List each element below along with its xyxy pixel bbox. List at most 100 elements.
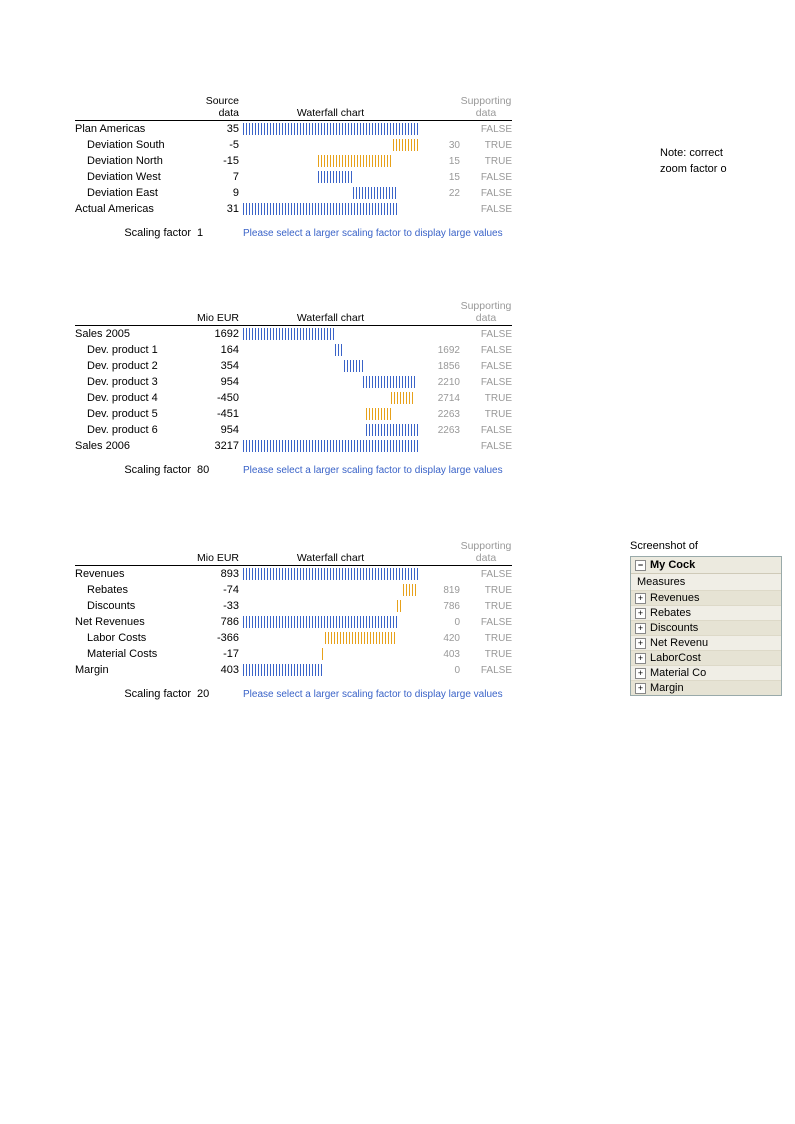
supporting-value: 819 (418, 582, 460, 598)
row-value: -74 (197, 582, 243, 598)
row-value: -15 (197, 153, 243, 169)
supporting-value: 22 (418, 185, 460, 201)
table-row: Dev. product 5-4512263TRUE (75, 406, 512, 422)
row-label: Rebates (75, 582, 197, 598)
table-row: Dev. product 23541856FALSE (75, 358, 512, 374)
header-chart: Waterfall chart (243, 540, 418, 566)
side-screenshot-heading: Screenshot of (630, 540, 795, 552)
supporting-flag: TRUE (460, 582, 512, 598)
row-label: Sales 2006 (75, 438, 197, 454)
measures-item[interactable]: + Rebates (631, 605, 781, 620)
measures-item-label: Revenues (650, 592, 700, 604)
row-label: Actual Americas (75, 201, 197, 217)
supporting-value: 0 (418, 614, 460, 630)
measures-item[interactable]: +LaborCost (631, 650, 781, 665)
row-value: 893 (197, 566, 243, 583)
waterfall-bar-cell (243, 170, 418, 184)
table-row: Dev. product 11641692FALSE (75, 342, 512, 358)
waterfall-bar (403, 584, 418, 596)
expand-icon[interactable]: + (635, 623, 646, 634)
waterfall-bar (366, 424, 418, 436)
row-label: Revenues (75, 566, 197, 583)
table-row: Margin4030FALSE (75, 662, 512, 678)
row-label: Dev. product 4 (75, 390, 197, 406)
supporting-value: 420 (418, 630, 460, 646)
row-value: -451 (197, 406, 243, 422)
expand-icon[interactable]: + (635, 668, 646, 679)
supporting-value: 30 (418, 137, 460, 153)
waterfall-table: Mio EURWaterfall chartSupporting dataRev… (75, 540, 512, 700)
row-value: 164 (197, 342, 243, 358)
supporting-flag: FALSE (460, 169, 512, 185)
measures-item[interactable]: +Material Co (631, 665, 781, 680)
table-row: Deviation East922FALSE (75, 185, 512, 201)
waterfall-bar (243, 440, 418, 452)
row-value: -17 (197, 646, 243, 662)
row-label: Labor Costs (75, 630, 197, 646)
row-value: 1692 (197, 326, 243, 343)
waterfall-bar (318, 155, 393, 167)
row-label: Dev. product 2 (75, 358, 197, 374)
measures-item-label: Rebates (650, 607, 691, 619)
supporting-flag: FALSE (460, 438, 512, 454)
supporting-value (418, 326, 460, 343)
table-row: Rebates-74 819TRUE (75, 582, 512, 598)
row-value: 403 (197, 662, 243, 678)
waterfall-bar-cell (243, 423, 418, 437)
waterfall-bar-cell (243, 359, 418, 373)
waterfall-bar (243, 616, 397, 628)
table-row: Discounts-33786TRUE (75, 598, 512, 614)
table-row: Revenues893 FALSE (75, 566, 512, 583)
waterfall-bar-cell (243, 122, 418, 136)
waterfall-table: Mio EURWaterfall chartSupporting dataSal… (75, 300, 512, 476)
row-label: Dev. product 3 (75, 374, 197, 390)
expand-icon[interactable]: + (635, 683, 646, 694)
measures-item[interactable]: + Revenues (631, 590, 781, 605)
waterfall-bar-cell (243, 343, 418, 357)
waterfall-bar (243, 203, 398, 215)
row-value: 786 (197, 614, 243, 630)
table-row: Material Costs-17403TRUE (75, 646, 512, 662)
row-label: Dev. product 1 (75, 342, 197, 358)
waterfall-bar (366, 408, 391, 420)
scaling-value: 80 (197, 454, 243, 476)
expand-icon[interactable]: + (635, 638, 646, 649)
table-row: Deviation South-530TRUE (75, 137, 512, 153)
supporting-value: 1856 (418, 358, 460, 374)
waterfall-bar (391, 392, 415, 404)
measures-item-label: Net Revenu (650, 637, 708, 649)
measures-item-label: Discounts (650, 622, 698, 634)
expand-icon[interactable]: + (635, 593, 646, 604)
table-row: Plan Americas35FALSE (75, 121, 512, 138)
scaling-message: Please select a larger scaling factor to… (243, 678, 512, 700)
measures-item[interactable]: + Net Revenu (631, 635, 781, 650)
expand-icon[interactable]: + (635, 653, 646, 664)
collapse-icon[interactable]: − (635, 560, 646, 571)
header-value: Mio EUR (197, 540, 243, 566)
supporting-value: 786 (418, 598, 460, 614)
waterfall-bar (318, 171, 353, 183)
row-value: 7 (197, 169, 243, 185)
waterfall-bar (344, 360, 363, 372)
waterfall-bar (322, 648, 325, 660)
waterfall-bar (243, 568, 418, 580)
measures-item[interactable]: +Margin (631, 680, 781, 695)
row-value: -450 (197, 390, 243, 406)
scaling-label: Scaling factor (75, 217, 197, 239)
side-screenshot: Screenshot of − My Cock Measures +Revenu… (630, 540, 795, 696)
row-value: 954 (197, 422, 243, 438)
waterfall-bar-cell (243, 202, 418, 216)
measures-item[interactable]: + Discounts (631, 620, 781, 635)
header-value: Sourcedata (197, 95, 243, 121)
supporting-value: 2263 (418, 406, 460, 422)
measures-panel-title-row[interactable]: − My Cock (631, 557, 781, 574)
row-label: Sales 2005 (75, 326, 197, 343)
header-supporting: Supporting data (460, 95, 512, 121)
table-row: Sales 20063217FALSE (75, 438, 512, 454)
waterfall-bar-cell (243, 567, 418, 581)
supporting-flag: FALSE (460, 566, 512, 583)
supporting-flag: FALSE (460, 662, 512, 678)
row-value: 31 (197, 201, 243, 217)
supporting-flag: TRUE (460, 153, 512, 169)
expand-icon[interactable]: + (635, 608, 646, 619)
